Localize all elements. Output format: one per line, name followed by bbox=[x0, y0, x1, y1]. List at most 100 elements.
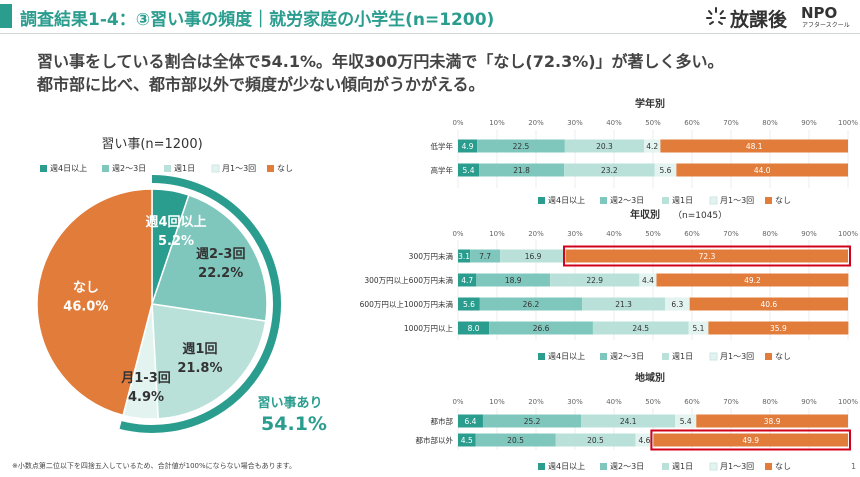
logo-subtitle: アフタースクール bbox=[802, 22, 850, 29]
pie-annotation-label: 習い事あり bbox=[257, 395, 322, 411]
logo: 放課後 NPO アフタースクール bbox=[705, 4, 855, 31]
legend-label-0: 週4日以上 bbox=[548, 352, 585, 361]
bar-segment-2-0-2 bbox=[500, 249, 567, 263]
bar-segment-3-0-1 bbox=[482, 414, 582, 428]
bar-value-label-2-2-2: 21.3 bbox=[615, 300, 632, 309]
highlight-box-3-1 bbox=[650, 429, 852, 451]
legend-swatch-1 bbox=[600, 197, 607, 204]
bar-value-label-3-0-2: 24.1 bbox=[620, 417, 637, 426]
bar-value-label-3-0-0: 6.4 bbox=[465, 417, 477, 426]
bar-chart-title-3: 地域別 bbox=[635, 371, 665, 384]
bar-value-label-3-1-1: 20.5 bbox=[507, 436, 524, 445]
legend-swatch-3 bbox=[709, 462, 718, 471]
bar-segment-1-0-3 bbox=[644, 139, 661, 153]
legend-label-4: なし bbox=[775, 462, 791, 471]
bar-value-label-1-0-4: 48.1 bbox=[746, 142, 763, 151]
bar-segment-3-1-3 bbox=[635, 433, 654, 447]
pie-slice-value-0: 5.2% bbox=[158, 234, 194, 249]
x-tick-2-6: 60% bbox=[684, 230, 700, 238]
x-tick-1-0: 0% bbox=[452, 119, 463, 127]
bar-value-label-1-1-1: 21.8 bbox=[513, 166, 530, 175]
legend-swatch-3 bbox=[709, 196, 718, 205]
legend-label-1: 週2〜3日 bbox=[610, 462, 644, 471]
bar-segment-2-0-4 bbox=[566, 249, 848, 263]
bar-value-label-3-0-3: 5.4 bbox=[680, 417, 692, 426]
bar-segment-1-0-2 bbox=[564, 139, 645, 153]
bar-segment-1-0-4 bbox=[660, 139, 848, 153]
x-tick-3-10: 100% bbox=[838, 398, 858, 406]
bar-value-label-2-1-1: 18.9 bbox=[505, 276, 522, 285]
legend-label-2: 週1日 bbox=[672, 462, 693, 471]
legend-swatch-3 bbox=[709, 352, 718, 361]
bar-value-label-2-1-3: 4.4 bbox=[642, 276, 654, 285]
legend-label-2: 週1日 bbox=[672, 196, 693, 205]
bar-segment-2-2-3 bbox=[665, 297, 690, 311]
bar-segment-2-1-1 bbox=[476, 273, 551, 287]
legend-swatch-4 bbox=[765, 463, 772, 470]
bar-value-label-2-1-0: 4.7 bbox=[461, 276, 473, 285]
x-tick-2-1: 10% bbox=[489, 230, 505, 238]
bar-segment-2-2-1 bbox=[479, 297, 583, 311]
x-tick-1-7: 70% bbox=[723, 119, 739, 127]
legend-label-2: 週1日 bbox=[672, 352, 693, 361]
bar-value-label-1-0-1: 22.5 bbox=[513, 142, 530, 151]
x-tick-3-9: 90% bbox=[801, 398, 817, 406]
bar-segment-3-0-0 bbox=[458, 414, 483, 428]
highlight-box-2-0 bbox=[563, 245, 852, 267]
bar-category-2-0: 300万円未満 bbox=[409, 251, 454, 261]
legend-swatch-1 bbox=[102, 165, 109, 172]
x-tick-1-5: 50% bbox=[645, 119, 661, 127]
bar-segment-2-3-2 bbox=[592, 321, 689, 335]
pie-slice-1 bbox=[151, 194, 268, 322]
legend-swatch-2 bbox=[164, 165, 171, 172]
bar-value-label-1-0-0: 4.9 bbox=[462, 142, 474, 151]
bar-value-label-2-0-1: 7.7 bbox=[479, 252, 491, 261]
bar-segment-3-1-4 bbox=[653, 433, 848, 447]
bar-value-label-3-1-4: 49.9 bbox=[742, 436, 759, 445]
bar-value-label-2-3-2: 24.5 bbox=[632, 324, 649, 333]
logo-text: 放課後 bbox=[730, 9, 788, 31]
bar-segment-1-1-1 bbox=[479, 163, 565, 177]
bar-chart-subtitle-2: （n=1045） bbox=[673, 210, 727, 221]
pie-slice-value-3: 4.9% bbox=[128, 390, 164, 405]
x-tick-1-1: 10% bbox=[489, 119, 505, 127]
x-tick-3-0: 0% bbox=[452, 398, 463, 406]
legend-swatch-0 bbox=[538, 197, 545, 204]
x-tick-1-9: 90% bbox=[801, 119, 817, 127]
x-tick-1-6: 60% bbox=[684, 119, 700, 127]
legend-label-1: 週2〜3日 bbox=[610, 352, 644, 361]
pie-slice-value-2: 21.8% bbox=[177, 361, 222, 376]
lead-text-line-1: 習い事をしている割合は全体で54.1%。年収300万円未満で「なし(72.3%)… bbox=[37, 52, 724, 71]
title-accent-bar bbox=[0, 4, 12, 28]
x-tick-2-8: 80% bbox=[762, 230, 778, 238]
bar-category-3-1: 都市部以外 bbox=[416, 435, 454, 445]
bar-segment-3-0-3 bbox=[675, 414, 697, 428]
x-tick-3-7: 70% bbox=[723, 398, 739, 406]
header-divider bbox=[0, 33, 860, 34]
x-tick-2-2: 20% bbox=[528, 230, 544, 238]
bar-value-label-2-3-0: 8.0 bbox=[468, 324, 480, 333]
sparkle-logo-icon bbox=[706, 7, 726, 25]
bar-category-2-1: 300万円以上600万円未満 bbox=[364, 275, 453, 285]
legend-swatch-4 bbox=[267, 165, 274, 172]
bar-segment-2-3-1 bbox=[489, 321, 593, 335]
legend-label-3: 月1〜3回 bbox=[222, 164, 256, 173]
bar-value-label-2-3-4: 35.9 bbox=[770, 324, 787, 333]
bar-segment-1-1-4 bbox=[676, 163, 848, 177]
pie-slice-label-2: 週1回 bbox=[182, 342, 217, 357]
lead-text-line-2: 都市部に比べ、都市部以外で頻度が少ない傾向がうかがえる。 bbox=[37, 75, 485, 94]
title-bar: 調査結果1-4：③習い事の頻度｜就労家庭の小学生(n=1200) bbox=[0, 0, 860, 34]
bar-segment-2-1-3 bbox=[639, 273, 657, 287]
x-tick-3-1: 10% bbox=[489, 398, 505, 406]
x-tick-2-3: 30% bbox=[567, 230, 583, 238]
bar-value-label-2-3-3: 5.1 bbox=[692, 324, 704, 333]
bar-category-1-1: 高学年 bbox=[431, 165, 454, 175]
pie-highlight-ring bbox=[119, 175, 281, 433]
legend-swatch-1 bbox=[600, 353, 607, 360]
x-tick-3-4: 40% bbox=[606, 398, 622, 406]
bar-category-1-0: 低学年 bbox=[431, 141, 454, 151]
x-tick-2-7: 70% bbox=[723, 230, 739, 238]
legend-swatch-0 bbox=[538, 353, 545, 360]
bar-segment-3-0-2 bbox=[581, 414, 676, 428]
x-tick-2-0: 0% bbox=[452, 230, 463, 238]
